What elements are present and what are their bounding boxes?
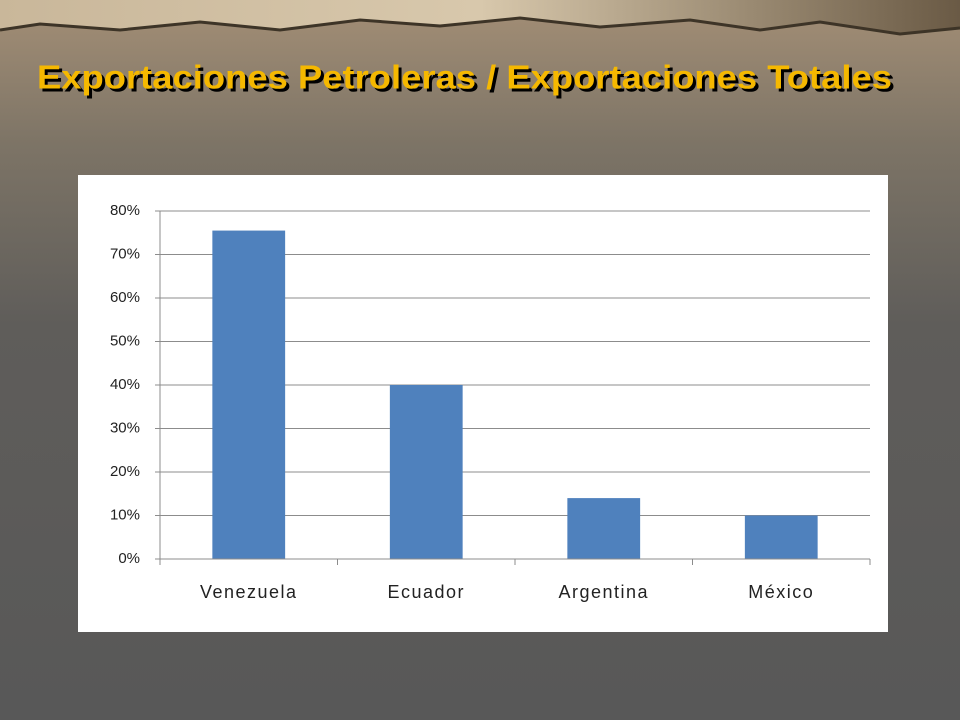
bar xyxy=(389,385,463,559)
x-tick-label: Ecuador xyxy=(387,582,465,602)
y-tick-label: 60% xyxy=(110,289,140,306)
x-tick-label: Venezuela xyxy=(200,582,298,602)
chart-area xyxy=(78,175,888,632)
x-tick-label: Argentina xyxy=(558,582,649,602)
y-tick-label: 10% xyxy=(110,506,140,523)
bar xyxy=(744,515,818,559)
title-shadow: Exportaciones Petroleras / Exportaciones… xyxy=(40,62,895,99)
x-tick-label: México xyxy=(748,582,814,602)
bar xyxy=(567,498,641,559)
y-tick-label: 0% xyxy=(118,550,140,567)
y-tick-label: 40% xyxy=(110,376,140,393)
y-tick-label: 20% xyxy=(110,463,140,480)
y-tick-label: 70% xyxy=(110,245,140,262)
bar xyxy=(212,230,286,559)
top-edge xyxy=(0,16,960,36)
y-tick-label: 30% xyxy=(110,419,140,436)
chart-title: Exportaciones Petroleras / Exportaciones… xyxy=(37,59,892,96)
y-tick-label: 50% xyxy=(110,332,140,349)
y-tick-label: 80% xyxy=(110,202,140,219)
